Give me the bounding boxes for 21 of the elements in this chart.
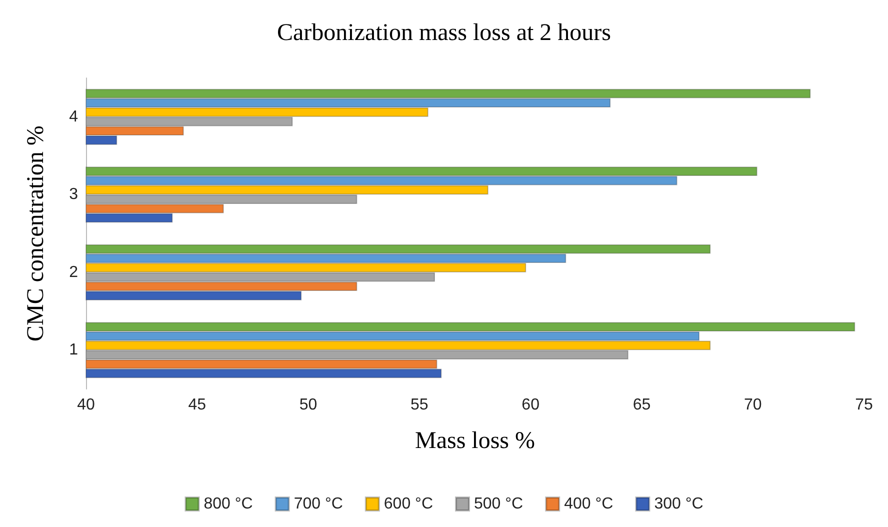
y-tick-label: 1 — [69, 342, 78, 359]
chart-title: Carbonization mass loss at 2 hours — [277, 20, 611, 46]
y-axis-title: CMC concentration % — [23, 126, 49, 342]
x-tick-label: 70 — [744, 396, 762, 414]
x-axis-title: Mass loss % — [414, 428, 536, 454]
x-tick-label: 45 — [188, 396, 206, 414]
legend-label: 700 °C — [294, 496, 343, 512]
x-tick-label: 65 — [632, 396, 651, 414]
y-tick-label: 3 — [69, 186, 78, 204]
x-tick-label: 55 — [410, 396, 428, 414]
legend-label: 500 °C — [474, 496, 524, 512]
x-tick-label: 50 — [299, 396, 318, 414]
x-tick-label: 40 — [77, 396, 95, 414]
y-tick-label: 4 — [69, 108, 78, 126]
x-tick-label: 75 — [855, 396, 873, 414]
x-tick-label: 60 — [522, 396, 540, 414]
legend-label: 300 °C — [654, 496, 704, 512]
legend-label: 600 °C — [384, 496, 433, 512]
y-tick-label: 2 — [69, 264, 78, 281]
legend-label: 400 °C — [564, 496, 614, 512]
legend-label: 800 °C — [204, 496, 253, 512]
